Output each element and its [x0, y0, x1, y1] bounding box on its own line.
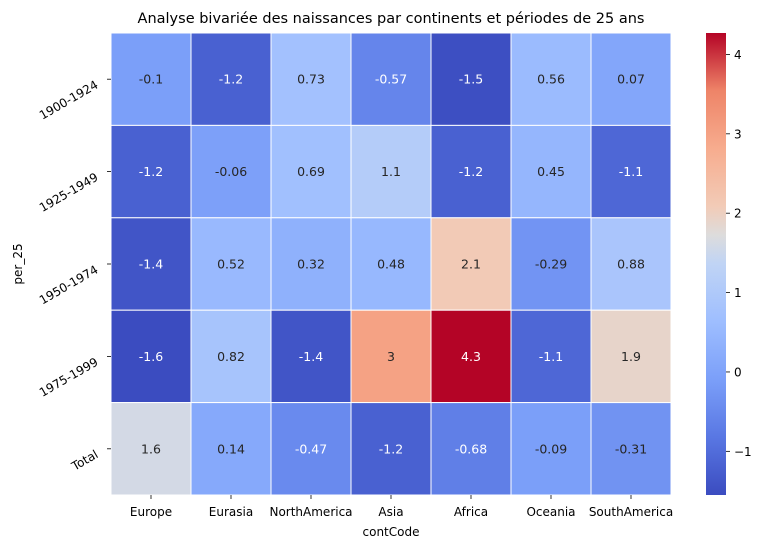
- heatmap-cell: [270, 217, 352, 311]
- colorbar-tick-label: 1: [734, 286, 742, 300]
- heatmap-cell: [510, 124, 592, 219]
- colorbar-tick-label: 2: [734, 207, 742, 221]
- heatmap-cell: [510, 217, 592, 311]
- x-tick-label: Asia: [378, 505, 403, 519]
- heatmap-cell: [190, 309, 272, 404]
- y-tick-label: 1975-1999: [37, 355, 101, 400]
- cell-value-label: -0.09: [535, 441, 567, 456]
- y-tick-label: 1950-1974: [37, 262, 101, 307]
- cell-value-label: 2.1: [461, 257, 481, 272]
- cell-value-label: -1.1: [539, 349, 563, 364]
- heatmap-cell: [270, 32, 352, 126]
- x-tick-label: Africa: [454, 505, 488, 519]
- chart-title: Analyse bivariée des naissances par cont…: [138, 11, 645, 27]
- cell-value-label: 0.32: [297, 257, 325, 272]
- x-tick-label: Oceania: [526, 505, 575, 519]
- colorbar-ticks: −1 0 1 2 3 4: [726, 48, 752, 459]
- cell-value-label: -1.2: [459, 164, 483, 179]
- heatmap-cell: [190, 32, 272, 126]
- x-tick-label: SouthAmerica: [589, 505, 673, 519]
- x-axis-ticks: Europe Eurasia NorthAmerica Asia Africa Ocean…: [130, 495, 673, 519]
- heatmap-cell: [590, 309, 672, 404]
- cell-value-label: -1.2: [219, 72, 243, 87]
- cell-value-label: 3: [387, 349, 395, 364]
- colorbar-tick-label: 4: [734, 48, 742, 62]
- heatmap-cell: [430, 217, 512, 311]
- cell-value-label: 1.1: [381, 164, 401, 179]
- x-tick-label: Europe: [130, 505, 172, 519]
- heatmap-cell: [110, 309, 192, 404]
- cell-value-label: 0.69: [297, 164, 325, 179]
- heatmap-cell: [350, 217, 432, 311]
- cell-value-label: -0.47: [295, 441, 327, 456]
- cell-value-label: 0.88: [617, 257, 645, 272]
- heatmap-cell: [590, 402, 672, 496]
- cell-value-label: 0.14: [217, 441, 245, 456]
- cell-value-label: -1.6: [139, 349, 163, 364]
- y-tick-label: 1900-1924: [37, 78, 101, 123]
- cell-value-label: 4.3: [461, 349, 481, 364]
- y-axis-label: per_25: [11, 243, 25, 284]
- cell-value-label: 1.9: [621, 349, 641, 364]
- heatmap-cell: [590, 124, 672, 219]
- cell-value-label: -0.29: [535, 257, 567, 272]
- heatmap-cell: [110, 402, 192, 496]
- x-axis-label: contCode: [363, 525, 420, 539]
- colorbar-tick-label: 0: [734, 365, 742, 379]
- colorbar: [706, 33, 726, 495]
- cell-value-label: 0.07: [617, 72, 645, 87]
- cell-value-label: -0.1: [139, 72, 163, 87]
- cell-value-label: 0.73: [297, 72, 325, 87]
- cell-value-label: -1.5: [459, 72, 483, 87]
- cell-value-label: 0.52: [217, 257, 245, 272]
- heatmap-cell: [350, 32, 432, 126]
- heatmap-cell: [270, 402, 352, 496]
- heatmap-cell: [430, 124, 512, 219]
- heatmap-cell: [270, 124, 352, 219]
- cell-value-label: -0.06: [215, 164, 247, 179]
- cell-value-label: -1.4: [139, 257, 163, 272]
- x-tick-label: Eurasia: [209, 505, 253, 519]
- cell-value-label: 1.6: [141, 441, 161, 456]
- x-tick-label: NorthAmerica: [269, 505, 352, 519]
- heatmap-cell: [430, 32, 512, 126]
- cell-value-label: -0.68: [455, 441, 487, 456]
- heatmap-cell: [350, 309, 432, 404]
- cell-value-label: 0.48: [377, 257, 405, 272]
- cell-value-label: -0.57: [375, 72, 407, 87]
- heatmap-cells: -0.1 -1.2 0.73 -0.57 -1.5 0.56 0.07 -1.2 -0.06 0.…: [110, 32, 672, 496]
- y-tick-label: 1925-1949: [37, 170, 101, 215]
- colorbar-tick-label: −1: [734, 445, 752, 459]
- cell-value-label: -1.1: [619, 164, 643, 179]
- colorbar-tick-label: 3: [734, 127, 742, 141]
- cell-value-label: -1.2: [139, 164, 163, 179]
- cell-value-label: -1.2: [379, 441, 403, 456]
- y-tick-label: Total: [68, 447, 100, 474]
- heatmap-cell: [190, 217, 272, 311]
- cell-value-label: 0.45: [537, 164, 565, 179]
- cell-value-label: 0.56: [537, 72, 565, 87]
- cell-value-label: 0.82: [217, 349, 245, 364]
- cell-value-label: -1.4: [299, 349, 323, 364]
- cell-value-label: -0.31: [615, 441, 647, 456]
- heatmap-cell: [110, 32, 192, 126]
- heatmap-cell: [510, 32, 592, 126]
- heatmap-cell: [590, 217, 672, 311]
- y-axis-ticks: 1900-1924 1925-1949 1950-1974 1975-1999 Tota…: [37, 78, 111, 474]
- heatmap-cell: [510, 309, 592, 404]
